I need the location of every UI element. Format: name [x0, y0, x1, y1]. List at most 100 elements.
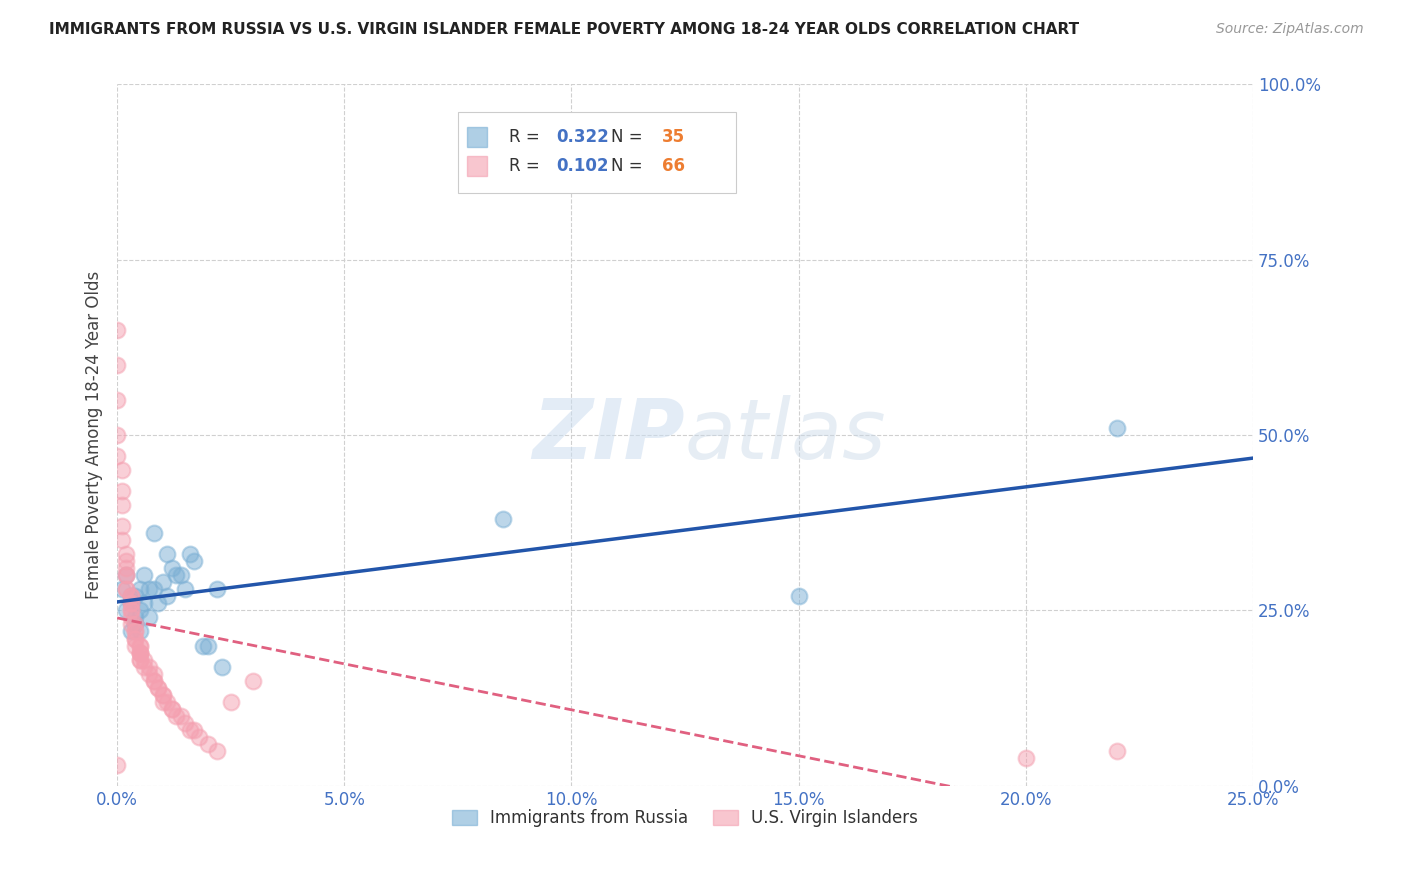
- Point: [160, 701, 183, 715]
- Point: [124, 610, 146, 624]
- Point: [152, 695, 174, 709]
- Point: [115, 582, 138, 597]
- Point: [142, 673, 165, 688]
- Point: [152, 688, 174, 702]
- Text: R =: R =: [509, 158, 546, 176]
- Point: [146, 681, 169, 695]
- Point: [1105, 421, 1128, 435]
- Legend: Immigrants from Russia, U.S. Virgin Islanders: Immigrants from Russia, U.S. Virgin Isla…: [446, 802, 925, 833]
- Point: [111, 484, 134, 499]
- Point: [129, 652, 152, 666]
- Point: [124, 632, 146, 646]
- Point: [111, 519, 134, 533]
- Point: [120, 596, 142, 610]
- Point: [142, 526, 165, 541]
- Point: [183, 723, 205, 737]
- Point: [115, 561, 138, 575]
- Point: [120, 590, 142, 604]
- Text: 0.102: 0.102: [557, 158, 609, 176]
- Point: [105, 428, 128, 442]
- Point: [492, 512, 515, 526]
- Point: [129, 624, 152, 639]
- Point: [193, 639, 215, 653]
- Point: [179, 547, 201, 561]
- Point: [134, 652, 156, 666]
- Point: [156, 695, 179, 709]
- Point: [120, 596, 142, 610]
- Point: [120, 624, 142, 639]
- Point: [115, 582, 138, 597]
- Point: [111, 463, 134, 477]
- Point: [179, 723, 201, 737]
- Point: [120, 590, 142, 604]
- Point: [138, 666, 160, 681]
- Point: [120, 610, 142, 624]
- Text: N =: N =: [612, 128, 648, 146]
- Point: [129, 603, 152, 617]
- Point: [115, 568, 138, 582]
- Point: [205, 582, 228, 597]
- Text: N =: N =: [612, 158, 648, 176]
- Text: 66: 66: [662, 158, 685, 176]
- Point: [124, 617, 146, 632]
- Point: [146, 596, 169, 610]
- Point: [142, 666, 165, 681]
- Point: [174, 582, 197, 597]
- Point: [115, 603, 138, 617]
- Point: [134, 596, 156, 610]
- Text: IMMIGRANTS FROM RUSSIA VS U.S. VIRGIN ISLANDER FEMALE POVERTY AMONG 18-24 YEAR O: IMMIGRANTS FROM RUSSIA VS U.S. VIRGIN IS…: [49, 22, 1080, 37]
- Point: [183, 554, 205, 568]
- Point: [124, 639, 146, 653]
- Point: [152, 688, 174, 702]
- Text: ZIP: ZIP: [533, 394, 685, 475]
- FancyBboxPatch shape: [458, 112, 737, 194]
- Text: R =: R =: [509, 128, 546, 146]
- Point: [120, 590, 142, 604]
- Point: [1015, 750, 1038, 764]
- Point: [124, 590, 146, 604]
- Point: [115, 554, 138, 568]
- Text: 0.322: 0.322: [557, 128, 609, 146]
- Point: [211, 659, 233, 673]
- Point: [105, 449, 128, 463]
- Point: [242, 673, 264, 688]
- Point: [124, 632, 146, 646]
- Point: [129, 646, 152, 660]
- Point: [120, 603, 142, 617]
- Point: [105, 757, 128, 772]
- Point: [129, 639, 152, 653]
- Point: [165, 708, 187, 723]
- Point: [115, 568, 138, 582]
- Point: [170, 708, 193, 723]
- Point: [1105, 744, 1128, 758]
- Point: [197, 639, 219, 653]
- Point: [129, 646, 152, 660]
- Point: [160, 701, 183, 715]
- Point: [170, 568, 193, 582]
- Point: [156, 547, 179, 561]
- Point: [120, 603, 142, 617]
- Point: [174, 715, 197, 730]
- Point: [115, 547, 138, 561]
- Point: [197, 737, 219, 751]
- Point: [115, 568, 138, 582]
- Point: [160, 561, 183, 575]
- Point: [105, 323, 128, 337]
- Point: [129, 646, 152, 660]
- Point: [105, 358, 128, 372]
- Point: [219, 695, 242, 709]
- Point: [129, 652, 152, 666]
- Text: Source: ZipAtlas.com: Source: ZipAtlas.com: [1216, 22, 1364, 37]
- Point: [129, 582, 152, 597]
- Point: [146, 681, 169, 695]
- Point: [134, 659, 156, 673]
- Point: [138, 610, 160, 624]
- Point: [111, 498, 134, 512]
- Point: [165, 568, 187, 582]
- Point: [120, 617, 142, 632]
- Point: [120, 596, 142, 610]
- Point: [142, 673, 165, 688]
- Point: [787, 590, 810, 604]
- Point: [188, 730, 211, 744]
- Point: [124, 624, 146, 639]
